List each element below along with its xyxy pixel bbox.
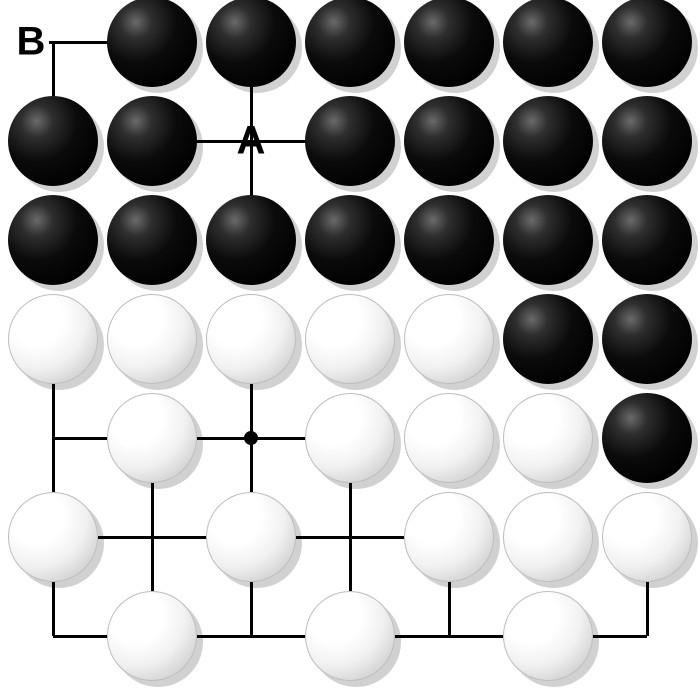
white-stone[interactable] (107, 393, 197, 483)
go-board: BA (0, 0, 700, 700)
white-stone[interactable] (206, 492, 296, 582)
black-stone[interactable] (305, 96, 395, 186)
black-stone[interactable] (107, 0, 197, 87)
black-stone[interactable] (107, 195, 197, 285)
white-stone[interactable] (404, 393, 494, 483)
white-stone[interactable] (206, 294, 296, 384)
black-stone[interactable] (305, 195, 395, 285)
black-stone[interactable] (503, 96, 593, 186)
white-stone[interactable] (107, 294, 197, 384)
black-stone[interactable] (206, 0, 296, 87)
black-stone[interactable] (602, 195, 692, 285)
black-stone[interactable] (503, 294, 593, 384)
black-stone[interactable] (503, 0, 593, 87)
black-stone[interactable] (404, 96, 494, 186)
black-stone[interactable] (8, 96, 98, 186)
black-stone[interactable] (305, 0, 395, 87)
white-stone[interactable] (8, 492, 98, 582)
black-stone[interactable] (404, 195, 494, 285)
white-stone[interactable] (305, 294, 395, 384)
point-label-a: A (237, 119, 266, 164)
black-stone[interactable] (602, 294, 692, 384)
black-stone[interactable] (503, 195, 593, 285)
black-stone[interactable] (206, 195, 296, 285)
white-stone[interactable] (305, 393, 395, 483)
white-stone[interactable] (503, 492, 593, 582)
point-label-b: B (17, 20, 46, 65)
black-stone[interactable] (602, 96, 692, 186)
star-point (244, 431, 258, 445)
white-stone[interactable] (503, 591, 593, 681)
white-stone[interactable] (602, 492, 692, 582)
black-stone[interactable] (107, 96, 197, 186)
white-stone[interactable] (305, 591, 395, 681)
black-stone[interactable] (8, 195, 98, 285)
white-stone[interactable] (503, 393, 593, 483)
white-stone[interactable] (107, 591, 197, 681)
black-stone[interactable] (404, 0, 494, 87)
black-stone[interactable] (602, 393, 692, 483)
white-stone[interactable] (404, 294, 494, 384)
white-stone[interactable] (404, 492, 494, 582)
black-stone[interactable] (602, 0, 692, 87)
white-stone[interactable] (8, 294, 98, 384)
